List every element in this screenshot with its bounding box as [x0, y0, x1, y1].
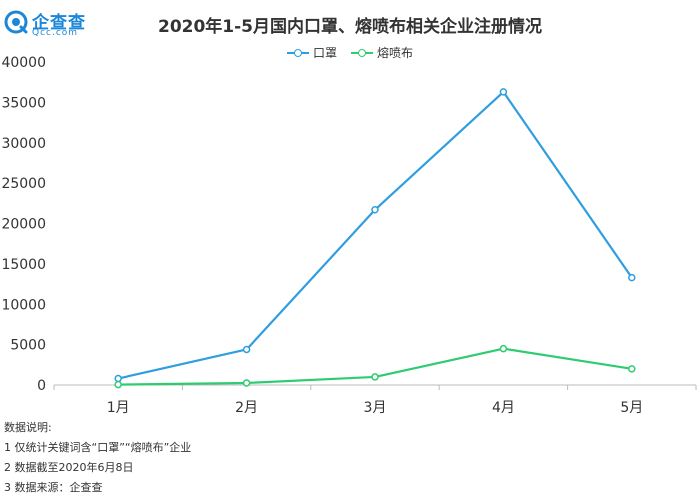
y-tick-label: 30000	[1, 136, 46, 152]
x-tick-label: 3月	[364, 400, 387, 416]
y-tick-label: 15000	[1, 257, 46, 273]
chart-title: 2020年1-5月国内口罩、熔喷布相关企业注册情况	[157, 17, 543, 37]
data-point-meltblown	[114, 380, 122, 389]
data-point-meltblown	[499, 344, 508, 353]
data-point-meltblown	[242, 379, 251, 387]
x-tick-label: 2月	[235, 400, 258, 416]
x-tick-label: 5月	[620, 400, 643, 416]
y-tick-label: 20000	[1, 217, 46, 233]
data-point-mask	[628, 273, 636, 282]
legend-label-meltblown: 熔喷布	[377, 46, 414, 60]
y-tick-label: 40000	[1, 55, 46, 71]
y-tick-label: 35000	[1, 95, 46, 111]
x-tick-label: 4月	[492, 400, 515, 416]
legend-item-mask: 口罩	[286, 44, 337, 61]
notes-heading: 数据说明:	[4, 421, 52, 434]
logo-name: 企查查	[32, 13, 86, 33]
y-tick-label: 10000	[1, 297, 46, 313]
data-point-meltblown	[628, 365, 636, 373]
data-point-meltblown	[371, 373, 379, 381]
y-tick-label: 0	[37, 378, 46, 394]
y-tick-label: 5000	[10, 338, 46, 354]
logo-icon	[4, 10, 28, 34]
notes-item-3: 3 数据来源：企查查	[4, 481, 103, 494]
legend-swatch-mask	[286, 48, 309, 58]
series-line-mask	[117, 90, 633, 380]
logo-domain: Qcc.com	[32, 28, 79, 38]
legend-item-meltblown: 熔喷布	[351, 44, 413, 61]
y-tick-label: 25000	[1, 176, 46, 192]
data-point-mask	[114, 374, 122, 383]
logo: 企查查 Qcc.com	[4, 4, 124, 40]
notes-item-1: 1 仅统计关键词含“口罩”“熔喷布”企业	[4, 441, 192, 454]
data-point-mask	[499, 88, 508, 96]
x-tick-label: 1月	[107, 400, 130, 416]
notes-item-2: 2 数据截至2020年6月8日	[4, 461, 134, 474]
legend-swatch-meltblown	[351, 48, 373, 58]
data-point-mask	[242, 345, 251, 354]
data-notes: 数据说明: 1 仅统计关键词含“口罩”“熔喷布”企业 2 数据截至2020年6月…	[4, 418, 191, 498]
data-point-mask	[371, 206, 379, 214]
chart-legend: 口罩 熔喷布	[0, 44, 700, 61]
legend-label-mask: 口罩	[312, 46, 337, 60]
